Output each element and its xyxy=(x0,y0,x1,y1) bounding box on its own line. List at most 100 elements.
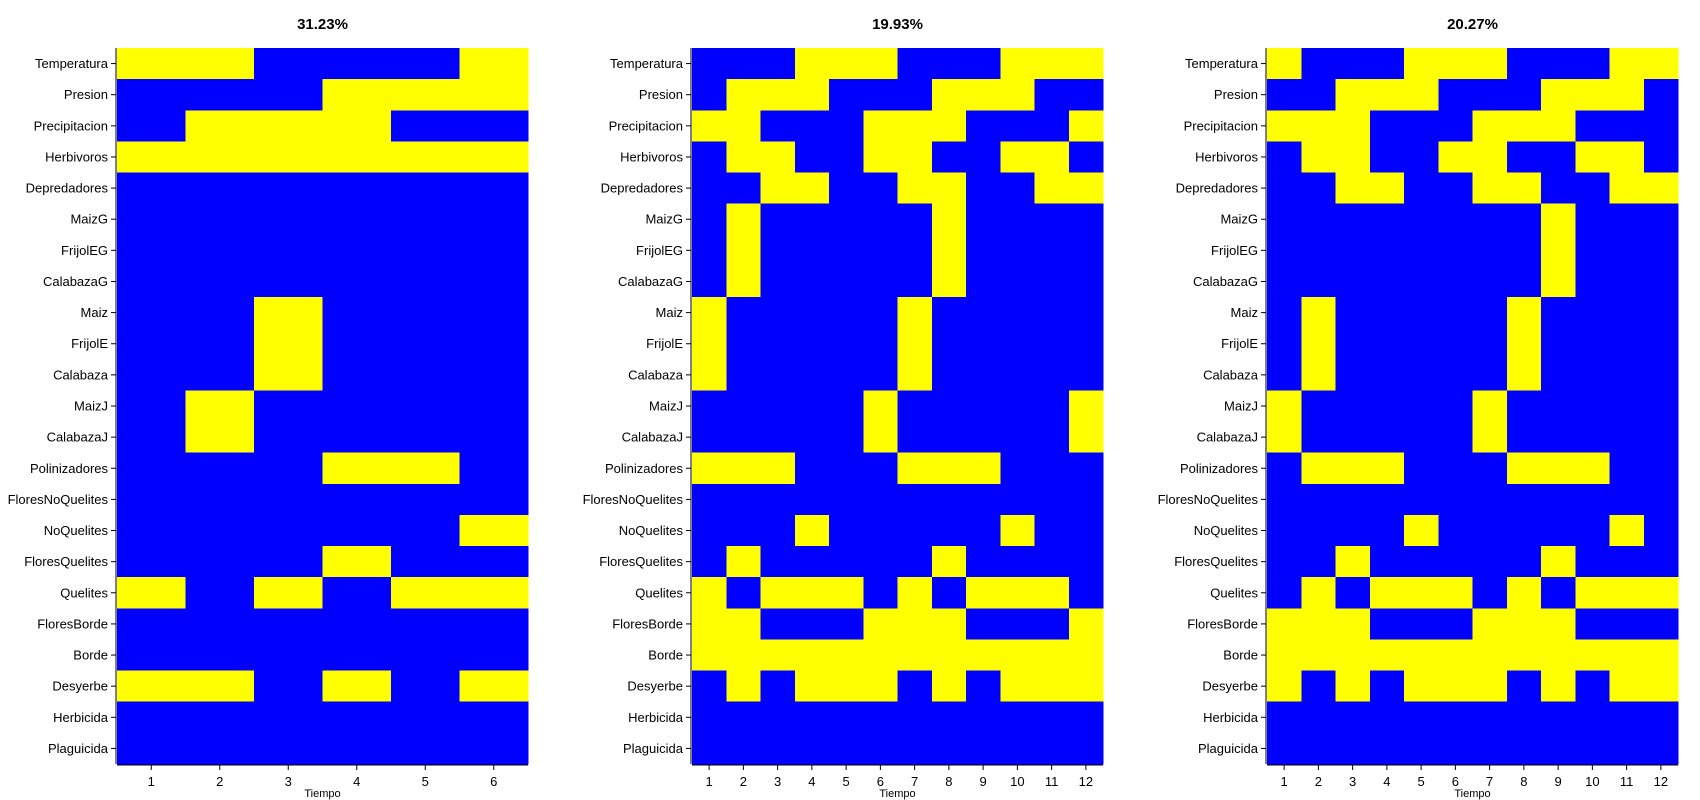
heatmap-cell xyxy=(322,577,392,609)
heatmap-cell xyxy=(863,421,899,454)
heatmap-cell xyxy=(117,390,187,423)
heatmap-cell xyxy=(726,203,762,236)
heatmap-cell xyxy=(1301,141,1337,174)
row-label: FloresQuelites xyxy=(24,554,108,569)
heatmap-cell xyxy=(254,670,324,703)
heatmap-cell xyxy=(829,608,864,641)
heatmap-cell xyxy=(863,110,899,142)
heatmap-cell xyxy=(1335,203,1371,236)
heatmap-cell xyxy=(692,265,727,298)
heatmap-cell xyxy=(1335,514,1371,547)
heatmap-cell xyxy=(829,732,864,765)
heatmap-cell xyxy=(1068,421,1104,454)
row-label: Polinizadores xyxy=(30,461,109,476)
heatmap-cell xyxy=(185,639,255,672)
heatmap-cell xyxy=(1068,265,1104,298)
heatmap-cell xyxy=(1404,203,1439,236)
heatmap-cell xyxy=(1506,359,1542,392)
heatmap-cell xyxy=(185,732,255,765)
heatmap-cell xyxy=(1472,110,1508,142)
heatmap-cell xyxy=(1034,670,1070,703)
heatmap-cell xyxy=(1643,297,1679,329)
heatmap-cell xyxy=(1506,732,1542,765)
heatmap-cell xyxy=(1068,732,1104,765)
heatmap-cell xyxy=(322,732,392,765)
heatmap-cell xyxy=(1404,297,1439,329)
heatmap-cell xyxy=(829,670,864,703)
heatmap-cell xyxy=(931,297,967,329)
heatmap-cell xyxy=(966,297,1001,329)
heatmap-cell xyxy=(1369,421,1405,454)
heatmap-cell xyxy=(459,328,529,360)
row-label: Quelites xyxy=(1210,585,1258,600)
heatmap-cell xyxy=(726,234,762,267)
heatmap-cell xyxy=(760,421,796,454)
heatmap-cell xyxy=(322,390,392,423)
heatmap-cell xyxy=(1506,608,1542,641)
heatmap-cell xyxy=(1301,701,1337,734)
heatmap-cell xyxy=(760,546,796,578)
heatmap-cell xyxy=(863,297,899,329)
heatmap-cell xyxy=(1609,546,1645,578)
heatmap-cell xyxy=(726,670,762,703)
heatmap-cell xyxy=(117,577,187,609)
heatmap-cell xyxy=(1575,608,1611,641)
heatmap-cell xyxy=(829,483,864,516)
heatmap-cell xyxy=(692,141,727,174)
heatmap-cell xyxy=(1267,297,1302,329)
heatmap-cell xyxy=(1541,732,1576,765)
heatmap-cell xyxy=(1506,203,1542,236)
heatmap-cell xyxy=(1541,452,1576,485)
heatmap-cell xyxy=(1506,79,1542,111)
heatmap-cell xyxy=(254,172,324,205)
heatmap-cell xyxy=(1541,639,1576,672)
heatmap-cell xyxy=(931,79,967,111)
heatmap-cell xyxy=(1369,452,1405,485)
heatmap-cell xyxy=(863,328,899,360)
heatmap-cell xyxy=(760,203,796,236)
heatmap-cells xyxy=(692,48,1104,765)
heatmap-cell xyxy=(117,608,187,641)
heatmap-cell xyxy=(117,701,187,734)
heatmap-cell xyxy=(726,546,762,578)
heatmap-cell xyxy=(1034,514,1070,547)
heatmap-cell xyxy=(459,79,529,111)
heatmap-cell xyxy=(1541,608,1576,641)
heatmap-cell xyxy=(322,514,392,547)
heatmap-cell xyxy=(1643,328,1679,360)
heatmap-cell xyxy=(459,172,529,205)
heatmap-cell xyxy=(692,483,727,516)
heatmap-cell xyxy=(117,265,187,298)
heatmap-cell xyxy=(1541,297,1576,329)
heatmap-cell xyxy=(1438,141,1474,174)
heatmap-cell xyxy=(391,483,461,516)
heatmap-cell xyxy=(1335,359,1371,392)
heatmap-cell xyxy=(1335,421,1371,454)
heatmap-cell xyxy=(1472,79,1508,111)
heatmap-cell xyxy=(1335,452,1371,485)
heatmap-cell xyxy=(391,732,461,765)
heatmap-cell xyxy=(1609,234,1645,267)
heatmap-cell xyxy=(322,546,392,578)
heatmap-cell xyxy=(760,639,796,672)
heatmap-cell xyxy=(1034,48,1070,80)
heatmap-cell xyxy=(1301,577,1337,609)
heatmap-cell xyxy=(760,79,796,111)
heatmap-cell xyxy=(1335,390,1371,423)
heatmap-cell xyxy=(760,234,796,267)
x-tick-label: 4 xyxy=(1383,774,1390,789)
heatmap-cell xyxy=(1506,639,1542,672)
row-label: Herbicida xyxy=(628,710,684,725)
heatmap-cell xyxy=(692,203,727,236)
heatmap-cell xyxy=(1472,48,1508,80)
heatmap-cell xyxy=(1643,483,1679,516)
row-label: Borde xyxy=(1223,648,1258,663)
heatmap-cell xyxy=(794,608,830,641)
heatmap-cell xyxy=(966,514,1001,547)
row-label: Plaguicida xyxy=(48,741,109,756)
heatmap-cell xyxy=(1404,670,1439,703)
heatmap-cell xyxy=(1034,234,1070,267)
heatmap-cell xyxy=(897,234,933,267)
heatmap-cell xyxy=(254,483,324,516)
heatmap-cell xyxy=(1369,359,1405,392)
